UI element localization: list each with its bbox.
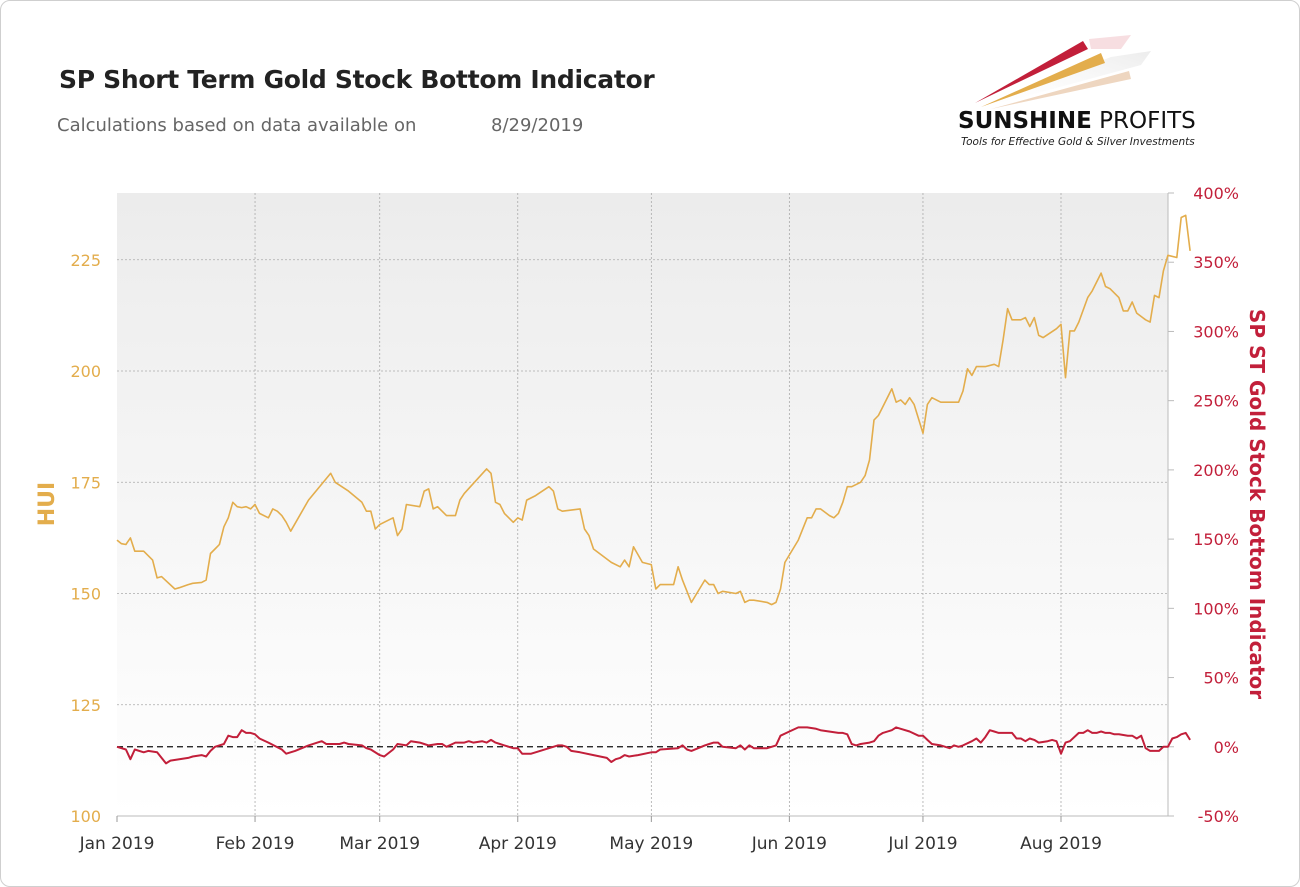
data-date: 8/29/2019: [491, 115, 584, 136]
y-left-tick-label: 225: [70, 251, 101, 270]
y-right-tick-label: 400%: [1193, 184, 1239, 203]
chart-title: SP Short Term Gold Stock Bottom Indicato…: [59, 65, 655, 94]
y-left-tick-label: 125: [70, 696, 101, 715]
y-right-tick-label: 300%: [1193, 322, 1239, 341]
plot-background: [117, 193, 1168, 816]
y-left-tick-label: 150: [70, 585, 101, 604]
y-left-tick-label: 100: [70, 807, 101, 826]
y-right-tick-label: 150%: [1193, 530, 1239, 549]
y-right-tick-label: 250%: [1193, 392, 1239, 411]
x-tick-label: Feb 2019: [216, 834, 295, 854]
y-left-tick-label: 200: [70, 362, 101, 381]
y-right-tick-label: 350%: [1193, 253, 1239, 272]
chart-subtitle: Calculations based on data available on: [57, 115, 417, 136]
logo-tagline: Tools for Effective Gold & Silver Invest…: [961, 136, 1195, 148]
x-tick-label: Aug 2019: [1020, 834, 1102, 854]
x-tick-label: Jul 2019: [887, 834, 957, 854]
y-right-tick-label: 200%: [1193, 461, 1239, 480]
y-axis-left-label: HUI: [35, 482, 60, 526]
y-right-tick-label: -50%: [1198, 807, 1239, 826]
indicator-series-line: [116, 726, 1191, 765]
sunshine-profits-logo-icon: [971, 35, 1151, 111]
logo-wordmark: SUNSHINE PROFITS: [958, 108, 1196, 134]
y-right-tick-label: 0%: [1214, 738, 1239, 757]
y-right-tick-label: 50%: [1203, 669, 1239, 688]
x-tick-label: May 2019: [609, 834, 693, 854]
x-tick-label: Apr 2019: [479, 834, 557, 854]
y-right-tick-label: 100%: [1193, 599, 1239, 618]
x-tick-label: Mar 2019: [339, 834, 420, 854]
hui-series-line: [116, 214, 1191, 606]
x-tick-label: Jun 2019: [751, 834, 827, 854]
x-tick-label: Jan 2019: [79, 834, 155, 854]
y-axis-right-label: SP ST Gold Stock Bottom Indicator: [1245, 309, 1269, 699]
y-left-tick-label: 175: [70, 473, 101, 492]
